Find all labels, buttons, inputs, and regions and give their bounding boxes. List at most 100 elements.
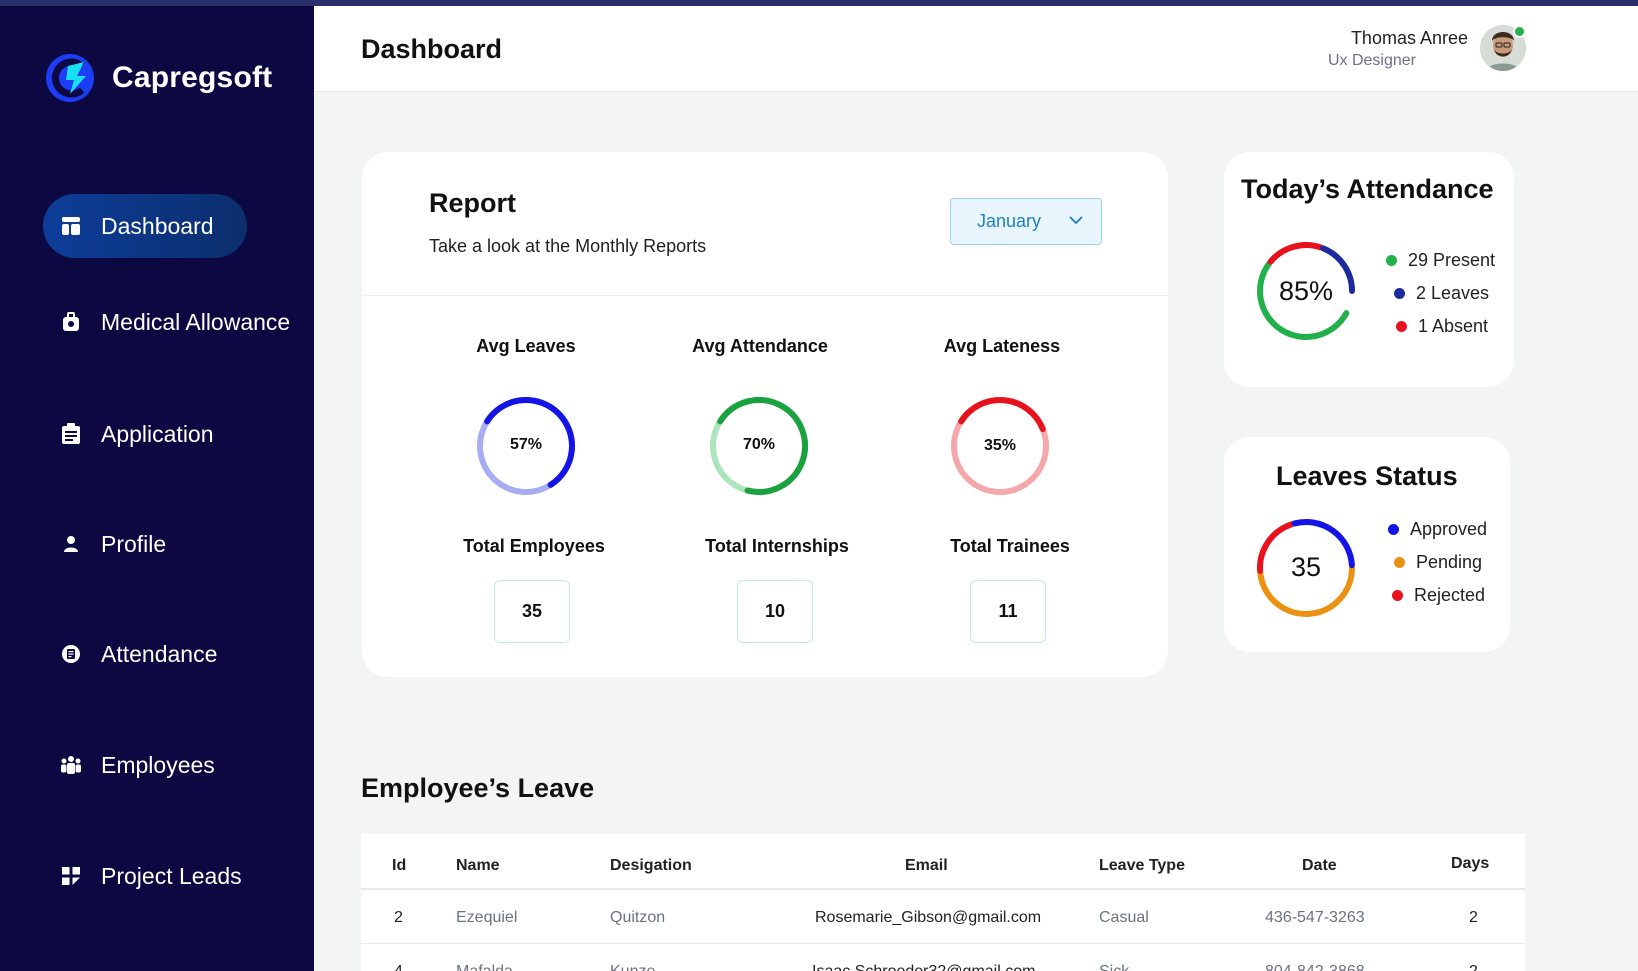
column-header-name[interactable]: Name — [456, 857, 500, 874]
avg-lateness-value: 35% — [983, 437, 1017, 454]
clipboard-icon — [59, 422, 83, 446]
window-top-border — [0, 0, 1638, 6]
sidebar-item-label: Employees — [101, 751, 215, 778]
column-header-leave-type[interactable]: Leave Type — [1099, 857, 1185, 874]
present-dot — [1386, 255, 1397, 266]
total-label-internships: Total Internships — [705, 536, 849, 556]
user-name[interactable]: Thomas Anree — [1350, 28, 1468, 48]
leaves-center-value: 35 — [1290, 552, 1322, 582]
sidebar-item-project-leads[interactable]: Project Leads — [43, 844, 242, 908]
medical-bag-icon — [59, 310, 83, 334]
legend-label: 2 Leaves — [1416, 283, 1490, 303]
rejected-segment — [1257, 521, 1295, 574]
metric-label-avg-lateness: Avg Lateness — [943, 336, 1061, 356]
sidebar: Capregsoft Dashboard Medical Allowance A… — [0, 0, 314, 971]
cell-designation: Kunze — [610, 963, 655, 971]
sidebar-item-label: Attendance — [101, 640, 218, 667]
avg-leaves-value: 57% — [509, 436, 543, 453]
legend-leaves: 2 Leaves — [1394, 283, 1489, 304]
month-select-value: January — [977, 211, 1042, 231]
column-header-designation[interactable]: Desigation — [610, 857, 692, 874]
legend-approved: Approved — [1388, 519, 1487, 540]
leaves-donut — [1257, 519, 1355, 617]
legend-pending: Pending — [1394, 552, 1482, 573]
cell-date: 804-842-3868 — [1265, 963, 1365, 971]
sidebar-item-employees[interactable]: Employees — [43, 733, 215, 797]
approved-dot — [1388, 524, 1399, 535]
cell-days: 2 — [1469, 909, 1478, 926]
cell-days: 2 — [1469, 963, 1478, 971]
report-subtitle: Take a look at the Monthly Reports — [429, 236, 707, 256]
cell-leave-type: Casual — [1099, 909, 1149, 926]
pending-dot — [1394, 557, 1405, 568]
column-header-days[interactable]: Days — [1451, 855, 1490, 872]
legend-absent: 1 Absent — [1396, 316, 1488, 337]
month-select[interactable]: January — [950, 198, 1102, 245]
online-status-dot — [1513, 25, 1526, 38]
legend-label: 1 Absent — [1418, 316, 1489, 336]
employee-leave-table: Id Name Desigation Email Leave Type Date… — [361, 834, 1525, 971]
table-row[interactable]: 4 Mafalda Kunze Isaac.Schroeder32@gmail.… — [361, 944, 1525, 971]
cell-id: 2 — [394, 909, 403, 926]
cell-name: Mafalda — [456, 963, 513, 971]
group-icon — [59, 753, 83, 777]
attendance-donut — [1257, 242, 1355, 340]
column-header-id[interactable]: Id — [392, 857, 407, 874]
app-name: Capregsoft — [112, 61, 273, 94]
chevron-down-icon — [1069, 216, 1083, 225]
page-title: Dashboard — [361, 34, 503, 64]
employee-leave-title: Employee’s Leave — [361, 773, 595, 803]
grid-icon — [59, 864, 83, 888]
avg-attendance-donut — [710, 397, 808, 495]
logo[interactable]: Capregsoft — [44, 52, 272, 104]
sidebar-item-label: Medical Allowance — [101, 308, 291, 335]
sidebar-item-medical-allowance[interactable]: Medical Allowance — [43, 290, 290, 354]
cell-date: 436-547-3263 — [1265, 909, 1365, 926]
donut-progress-arc — [958, 397, 1046, 433]
legend-present: 29 Present — [1386, 250, 1495, 271]
legend-label: Approved — [1410, 519, 1488, 539]
sidebar-item-label: Profile — [101, 530, 167, 557]
todays-attendance-card: Today’s Attendance 85% 29 Present 2 Leav… — [1224, 152, 1514, 387]
total-label-employees: Total Employees — [463, 536, 605, 556]
donut-progress-arc — [484, 397, 575, 488]
table-row[interactable]: 2 Ezequiel Quitzon Rosemarie_Gibson@gmai… — [361, 890, 1525, 944]
sidebar-item-label: Project Leads — [101, 862, 242, 889]
sidebar-item-application[interactable]: Application — [43, 402, 214, 466]
leaves-status-card: Leaves Status 35 Approved Pending Reject… — [1224, 437, 1510, 652]
total-trainees-value: 11 — [970, 580, 1046, 643]
leaves-dot — [1394, 288, 1405, 299]
sidebar-item-dashboard[interactable]: Dashboard — [43, 194, 247, 258]
column-header-email[interactable]: Email — [905, 857, 948, 874]
legend-label: Rejected — [1414, 585, 1486, 605]
cell-leave-type: Sick — [1099, 963, 1129, 971]
total-internships-value: 10 — [737, 580, 813, 643]
sidebar-item-label: Application — [101, 420, 214, 447]
dashboard-icon — [59, 214, 83, 238]
attendance-title: Today’s Attendance — [1241, 174, 1494, 204]
attendance-center-value: 85% — [1278, 276, 1334, 306]
absent-dot — [1396, 321, 1407, 332]
avg-lateness-donut — [951, 397, 1049, 495]
column-header-date[interactable]: Date — [1302, 857, 1337, 874]
attendance-segment — [1267, 242, 1324, 265]
total-label-trainees: Total Trainees — [950, 536, 1070, 556]
cell-designation: Quitzon — [610, 909, 666, 926]
cell-name: Ezequiel — [456, 909, 518, 926]
pending-segment — [1257, 565, 1355, 617]
metric-label-avg-attendance: Avg Attendance — [692, 336, 828, 356]
sidebar-item-profile[interactable]: Profile — [43, 512, 166, 576]
top-bar: Dashboard Thomas Anree Ux Designer — [314, 6, 1638, 92]
legend-rejected: Rejected — [1392, 585, 1485, 606]
sidebar-item-attendance[interactable]: Attendance — [43, 622, 217, 686]
metric-label-avg-leaves: Avg Leaves — [476, 336, 576, 356]
capregsoft-logo-icon — [46, 54, 94, 102]
document-circle-icon — [59, 642, 83, 666]
rejected-dot — [1392, 590, 1403, 601]
leaves-title: Leaves Status — [1276, 461, 1458, 491]
user-role: Ux Designer — [1327, 52, 1416, 69]
person-icon — [59, 532, 83, 556]
avg-attendance-value: 70% — [742, 436, 776, 453]
attendance-segment — [1319, 245, 1355, 294]
cell-email: Rosemarie_Gibson@gmail.com — [815, 909, 1042, 926]
